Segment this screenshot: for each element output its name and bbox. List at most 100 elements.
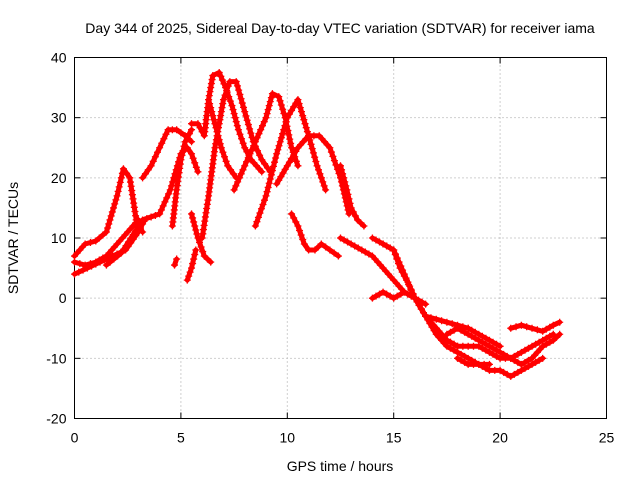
x-tick-label: 10 — [280, 430, 296, 446]
marker-interp — [351, 242, 359, 250]
data-point — [485, 360, 493, 368]
marker-interp — [263, 110, 271, 118]
marker-interp — [115, 183, 123, 191]
marker-interp — [218, 104, 226, 112]
data-point — [219, 96, 227, 104]
marker-interp — [510, 370, 518, 378]
marker-interp — [533, 326, 541, 334]
series-arc-22 — [443, 324, 564, 368]
series-arc-1 — [71, 165, 147, 260]
marker-interp — [285, 110, 293, 118]
data-point — [528, 324, 536, 332]
data-point — [294, 144, 302, 152]
data-point — [188, 210, 196, 218]
marker-interp — [532, 358, 540, 366]
series-arc-24 — [507, 318, 564, 335]
data-point — [188, 120, 196, 128]
marker-interp — [235, 86, 243, 94]
marker-interp — [112, 196, 120, 204]
data-point — [92, 237, 100, 245]
series-arc-26 — [422, 312, 472, 332]
marker-interp — [521, 346, 529, 354]
data-point — [173, 255, 181, 263]
marker-interp — [136, 220, 144, 228]
marker-interp — [281, 122, 289, 130]
series-arc-14 — [251, 96, 330, 230]
data-point — [475, 336, 483, 344]
marker-interp — [189, 214, 197, 222]
data-point — [288, 210, 296, 218]
x-tick-label: 0 — [71, 430, 79, 446]
marker-interp — [229, 170, 237, 178]
marker-interp — [285, 131, 293, 139]
marker-interp — [163, 194, 171, 202]
marker-interp — [190, 255, 198, 263]
marker-interp — [86, 239, 94, 247]
marker-interp — [493, 340, 501, 348]
marker-interp — [117, 174, 125, 182]
series-line — [369, 289, 429, 307]
data-point — [549, 321, 557, 329]
marker-interp — [153, 148, 161, 156]
data-point — [496, 366, 504, 374]
data-point — [334, 252, 342, 260]
marker-interp — [111, 200, 119, 208]
data-point — [517, 366, 525, 374]
marker-interp — [261, 196, 268, 204]
marker-interp — [257, 205, 265, 213]
data-point — [422, 300, 430, 308]
marker-interp — [233, 82, 241, 90]
marker-interp — [489, 344, 497, 352]
marker-interp — [461, 358, 469, 366]
data-point — [315, 132, 323, 140]
data-point — [485, 336, 493, 344]
data-point — [164, 126, 172, 134]
data-point — [390, 246, 398, 254]
data-point — [390, 294, 398, 302]
marker-interp — [242, 112, 250, 120]
marker-interp — [253, 134, 261, 142]
data-point — [475, 342, 483, 350]
marker-interp — [208, 76, 216, 84]
marker-interp — [237, 170, 245, 178]
marker-interp — [160, 135, 168, 143]
axis-ticks: 0 5 10 15 20 25 -20 -10 0 10 20 30 40 — [46, 50, 614, 446]
data-point — [443, 318, 451, 326]
marker-interp — [386, 292, 394, 300]
series-arc-7 — [188, 69, 266, 176]
marker-interp — [215, 136, 223, 144]
marker-interp — [514, 350, 522, 358]
series-arc-25 — [464, 324, 504, 350]
y-axis-label: SDTVAR / TECUs — [5, 182, 21, 294]
marker-interp — [110, 255, 118, 263]
marker-interp — [244, 121, 252, 129]
marker-interp — [266, 98, 274, 106]
marker-interp — [277, 173, 285, 181]
data-point — [234, 126, 242, 134]
marker-interp — [217, 108, 225, 116]
data-point — [156, 144, 164, 152]
marker-interp — [239, 166, 247, 174]
data-point — [317, 240, 325, 248]
marker-interp — [151, 153, 159, 161]
marker-interp — [524, 362, 532, 370]
marker-interp — [397, 262, 405, 270]
marker-interp — [221, 153, 229, 161]
marker-interp — [92, 260, 100, 268]
marker-interp — [250, 142, 258, 150]
marker-interp — [110, 204, 118, 212]
marker-interp — [267, 171, 275, 179]
marker-interp — [457, 356, 465, 364]
marker-interp — [512, 323, 520, 331]
data-point — [294, 96, 302, 104]
data-point — [258, 168, 266, 176]
data-point — [549, 330, 557, 338]
marker-interp — [255, 130, 263, 138]
marker-interp — [446, 328, 454, 336]
marker-interp — [340, 236, 348, 244]
marker-interp — [386, 244, 394, 252]
data-point — [432, 315, 440, 323]
marker-interp — [210, 116, 218, 124]
marker-interp — [340, 174, 348, 182]
data-point — [113, 192, 121, 200]
